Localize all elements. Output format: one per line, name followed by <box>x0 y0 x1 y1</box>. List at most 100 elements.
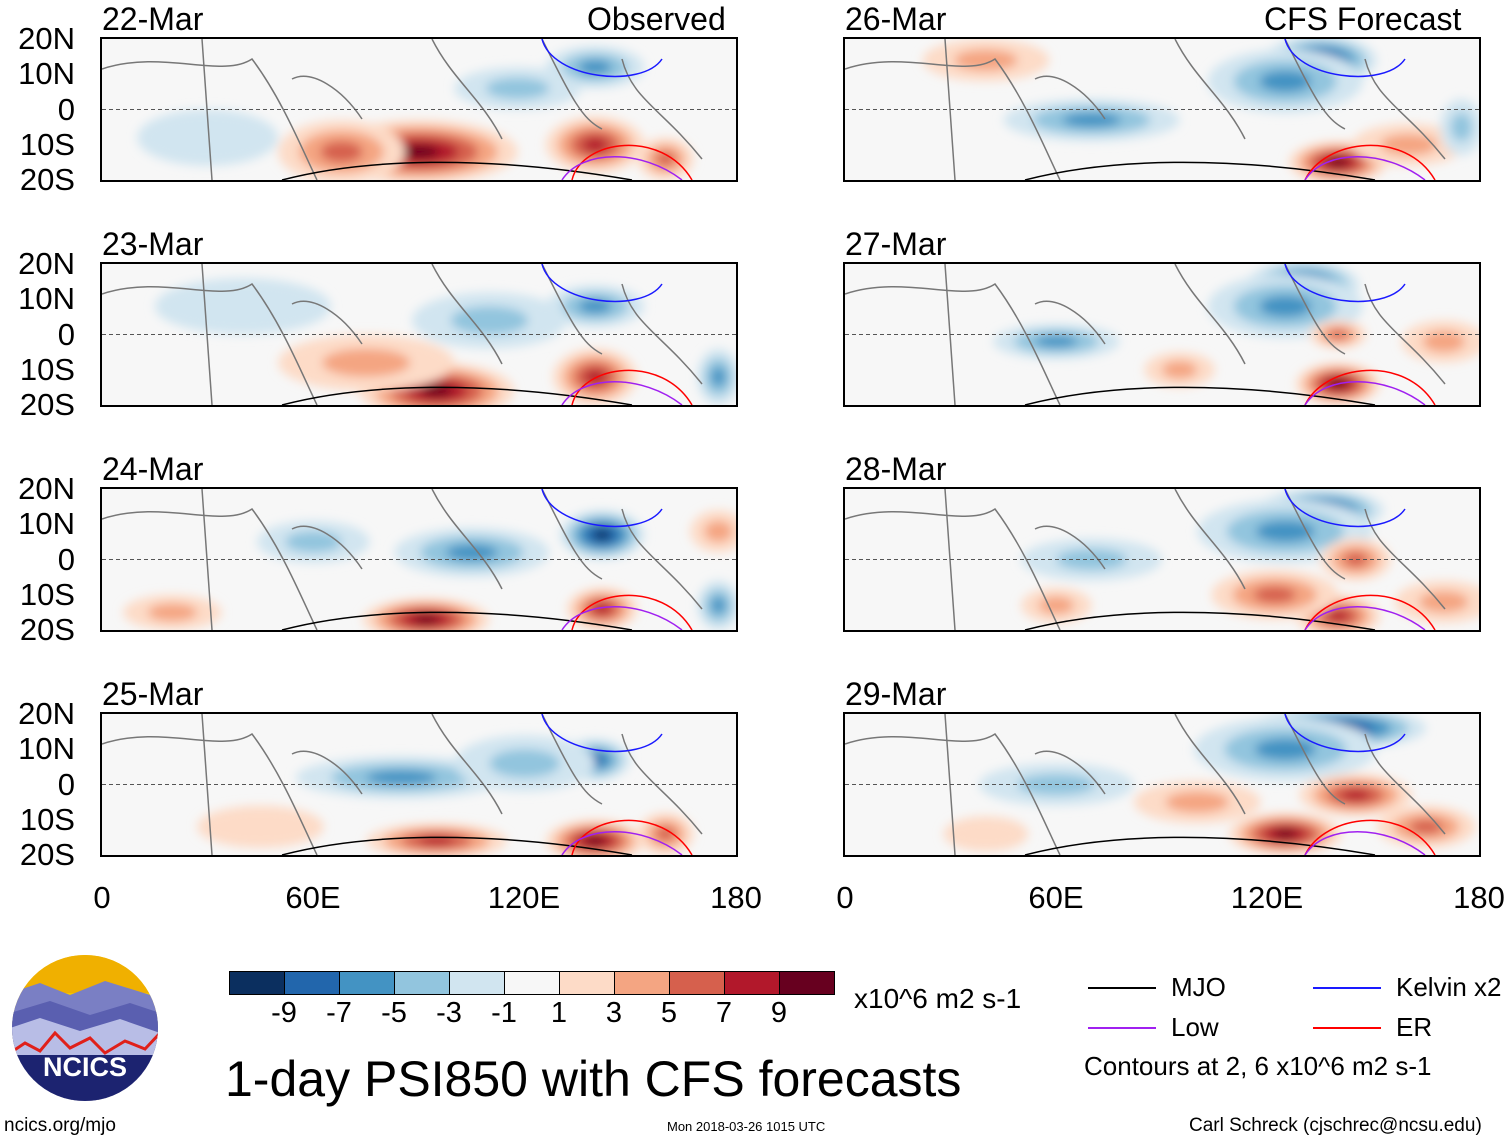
er-contour <box>571 144 693 180</box>
anomaly-shading <box>578 60 612 75</box>
lat-tick-label: 0 <box>57 91 75 127</box>
legend-line-mjo <box>1088 987 1156 989</box>
colorbar-tick-label: 7 <box>715 997 733 1029</box>
lat-tick-label: 20S <box>19 612 75 647</box>
anomaly-shading <box>137 109 279 166</box>
anomaly-shading <box>582 137 608 152</box>
colorbar-swatch <box>780 972 834 994</box>
observed-label: Observed <box>587 1 726 37</box>
lon-tick-label: 120E <box>1230 880 1304 915</box>
map-panel <box>843 262 1481 407</box>
panel-date: 27-Mar <box>845 226 947 262</box>
low-contour <box>1304 156 1426 180</box>
colorbar-swatch <box>670 972 725 994</box>
colorbar-tick-label: 9 <box>770 997 788 1029</box>
anomaly-shading <box>1162 360 1198 379</box>
panel-date: 24-Mar <box>102 451 204 487</box>
coastlines <box>845 489 1446 630</box>
lat-tick-label: 20N <box>18 696 75 731</box>
kelvin-contour <box>1284 264 1406 303</box>
anomaly-shading <box>485 77 550 99</box>
lat-tick-label: 10S <box>19 576 75 612</box>
coastlines <box>102 714 703 855</box>
anomaly-shading <box>1422 330 1465 353</box>
anomaly-shading <box>419 836 455 846</box>
footer-url[interactable]: ncics.org/mjo <box>4 1115 116 1136</box>
kelvin-contour <box>541 714 663 753</box>
mjo-contour <box>281 161 633 180</box>
coastlines <box>845 264 1446 405</box>
anomaly-shading <box>943 816 1029 852</box>
colorbar-tick-label: 1 <box>550 997 568 1029</box>
anomaly-shading <box>593 603 611 615</box>
mjo-contour <box>1024 161 1376 180</box>
figure-title: 1-day PSI850 with CFS forecasts <box>225 1051 962 1107</box>
colorbar-tick-label: -9 <box>271 997 297 1029</box>
anomaly-shading <box>585 836 605 846</box>
panel-date: 28-Mar <box>845 451 947 487</box>
low-contour <box>1304 381 1426 405</box>
anomaly-shading <box>1327 610 1349 622</box>
lat-tick-label: 20N <box>18 471 75 506</box>
er-contour <box>571 369 693 405</box>
anomaly-shading <box>593 529 611 540</box>
anomaly-shading <box>197 805 324 848</box>
panel-date: 26-Mar <box>845 1 947 37</box>
lon-tick-label: 120E <box>487 880 561 915</box>
lon-tick-label: 60E <box>285 880 341 915</box>
low-contour <box>1304 606 1426 630</box>
mjo-contour <box>1024 836 1376 855</box>
anomaly-shading <box>1380 134 1437 156</box>
lat-tick-label: 20N <box>18 246 75 281</box>
map-panel <box>843 487 1481 632</box>
legend-line-low <box>1088 1027 1156 1029</box>
er-contour <box>1304 369 1436 405</box>
legend-line-er <box>1313 1027 1381 1029</box>
lon-tick-label: 180 <box>1453 880 1505 915</box>
legend-label: Low <box>1171 1012 1219 1042</box>
colorbar-tick-label: -3 <box>436 997 462 1029</box>
coastlines <box>845 39 1446 180</box>
ncics-logo: NCICS <box>10 953 160 1103</box>
colorbar-swatch <box>725 972 780 994</box>
legend-label: ER <box>1396 1012 1433 1042</box>
anomaly-shading <box>578 299 612 314</box>
contour-note: Contours at 2, 6 x10^6 m2 s-1 <box>1084 1051 1432 1081</box>
lon-tick-label: 0 <box>93 880 111 915</box>
anomaly-shading <box>450 306 529 335</box>
coastlines <box>102 39 703 180</box>
mjo-contour <box>1024 611 1376 630</box>
colorbar-tick-label: -5 <box>381 997 407 1029</box>
anomaly-shading <box>413 615 439 624</box>
anomaly-shading <box>446 544 498 561</box>
svg-text:NCICS: NCICS <box>43 1052 127 1082</box>
lon-tick-label: 180 <box>710 880 762 915</box>
anomaly-shading <box>320 141 363 163</box>
anomaly-shading <box>711 367 726 387</box>
legend-line-kelvin-x2 <box>1313 987 1381 989</box>
anomaly-shading <box>489 749 560 778</box>
anomaly-shading <box>1259 70 1312 92</box>
coastlines <box>102 264 703 405</box>
anomaly-shading <box>322 348 411 377</box>
low-contour <box>561 381 683 405</box>
forecast-label: CFS Forecast <box>1264 1 1462 37</box>
lat-tick-label: 10N <box>18 731 75 767</box>
low-contour <box>561 606 683 630</box>
lat-tick-label: 0 <box>57 766 75 802</box>
anomaly-shading <box>704 520 733 542</box>
colorbar-tick-label: 3 <box>605 997 623 1029</box>
mjo-contour <box>281 836 633 855</box>
kelvin-contour <box>1284 39 1406 78</box>
er-contour <box>571 594 693 630</box>
coastlines <box>845 714 1446 855</box>
lat-tick-label: 10S <box>19 126 75 162</box>
anomaly-shading <box>1165 791 1229 813</box>
colorbar-swatch <box>230 972 285 994</box>
lat-tick-label: 0 <box>57 541 75 577</box>
lat-tick-label: 10N <box>18 506 75 542</box>
colorbar-swatch <box>560 972 615 994</box>
er-contour <box>1304 819 1436 855</box>
panel-date: 25-Mar <box>102 676 204 712</box>
er-contour <box>1304 594 1436 630</box>
